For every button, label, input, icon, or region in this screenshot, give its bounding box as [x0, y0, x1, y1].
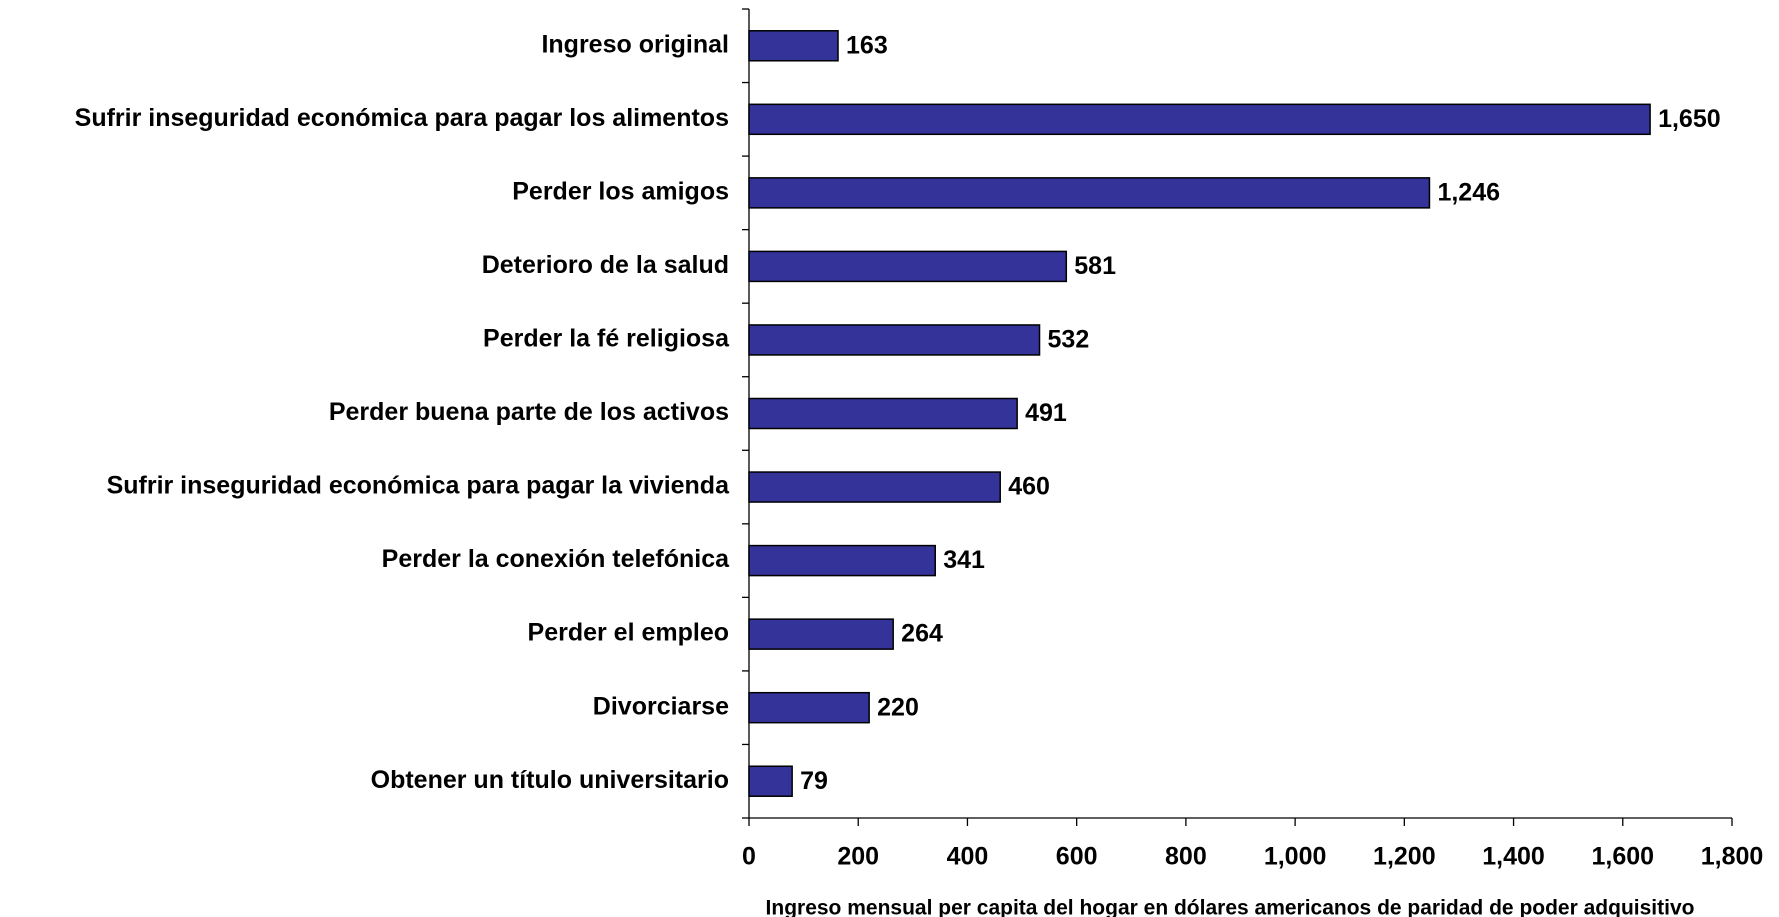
y-tick-label: Sufrir inseguridad económica para pagar … — [107, 472, 731, 500]
value-label: 1,650 — [1658, 105, 1721, 133]
y-tick-label: Deterioro de la salud — [482, 251, 729, 279]
bar — [748, 397, 1018, 430]
y-tick-label: Sufrir inseguridad económica para pagar … — [75, 104, 729, 132]
x-tick-label: 600 — [1056, 843, 1098, 871]
value-label: 532 — [1048, 326, 1090, 354]
value-label: 79 — [800, 767, 828, 795]
bar — [748, 691, 870, 724]
bar — [748, 544, 936, 577]
x-axis-title: Ingreso mensual per capita del hogar en … — [766, 897, 1695, 917]
x-tick-label: 800 — [1165, 843, 1207, 871]
value-label: 460 — [1008, 473, 1050, 501]
x-tick-label: 1,000 — [1264, 843, 1327, 871]
y-tick-label: Perder buena parte de los activos — [329, 398, 729, 426]
value-label: 264 — [901, 620, 943, 648]
x-tick-label: 0 — [742, 843, 756, 871]
x-tick-label: 1,200 — [1373, 843, 1436, 871]
y-tick-label: Perder los amigos — [512, 177, 729, 205]
y-tick-label: Ingreso original — [541, 30, 729, 58]
value-label: 341 — [943, 546, 985, 574]
y-tick-label: Perder la conexión telefónica — [382, 545, 730, 573]
bar — [748, 177, 1431, 209]
bar — [748, 103, 1651, 136]
bar — [748, 618, 894, 650]
value-label: 163 — [846, 31, 888, 59]
value-label: 220 — [877, 693, 919, 721]
x-tick-label: 1,800 — [1701, 843, 1764, 871]
x-tick-label: 200 — [837, 843, 879, 871]
bar — [748, 324, 1041, 356]
bar — [748, 30, 839, 62]
y-tick-label: Obtener un título universitario — [371, 766, 729, 794]
x-tick-label: 1,600 — [1591, 843, 1654, 871]
x-tick-label: 400 — [947, 843, 989, 871]
y-tick-label: Perder la fé religiosa — [483, 325, 730, 353]
y-tick-label: Perder el empleo — [528, 619, 729, 647]
y-tick-label: Divorciarse — [593, 692, 729, 720]
bar — [748, 471, 1001, 503]
value-label: 581 — [1074, 252, 1116, 280]
x-tick-label: 1,400 — [1482, 843, 1545, 871]
value-label: 491 — [1025, 399, 1067, 427]
value-label: 1,246 — [1437, 178, 1500, 206]
bar — [748, 250, 1068, 283]
bar — [748, 765, 793, 797]
